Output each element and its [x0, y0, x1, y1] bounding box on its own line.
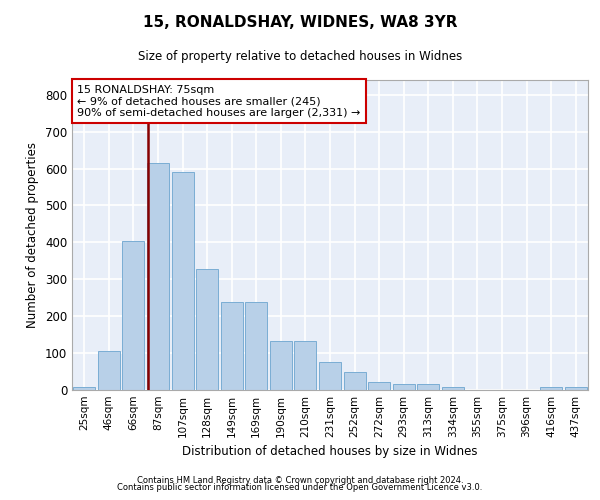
Bar: [392, 384, 415, 390]
Bar: [540, 387, 562, 390]
Bar: [196, 269, 218, 390]
Bar: [417, 384, 439, 390]
Text: Contains HM Land Registry data © Crown copyright and database right 2024.: Contains HM Land Registry data © Crown c…: [137, 476, 463, 485]
Bar: [172, 172, 194, 390]
Bar: [245, 302, 268, 390]
Bar: [221, 302, 243, 390]
Bar: [147, 163, 169, 390]
Bar: [270, 341, 292, 390]
Bar: [295, 341, 316, 390]
Bar: [368, 382, 390, 390]
Text: 15 RONALDSHAY: 75sqm
← 9% of detached houses are smaller (245)
90% of semi-detac: 15 RONALDSHAY: 75sqm ← 9% of detached ho…: [77, 84, 361, 118]
Text: 15, RONALDSHAY, WIDNES, WA8 3YR: 15, RONALDSHAY, WIDNES, WA8 3YR: [143, 15, 457, 30]
Text: Contains public sector information licensed under the Open Government Licence v3: Contains public sector information licen…: [118, 484, 482, 492]
Bar: [319, 362, 341, 390]
Bar: [442, 387, 464, 390]
Y-axis label: Number of detached properties: Number of detached properties: [26, 142, 40, 328]
X-axis label: Distribution of detached houses by size in Widnes: Distribution of detached houses by size …: [182, 446, 478, 458]
Text: Size of property relative to detached houses in Widnes: Size of property relative to detached ho…: [138, 50, 462, 63]
Bar: [122, 242, 145, 390]
Bar: [98, 351, 120, 390]
Bar: [565, 387, 587, 390]
Bar: [73, 387, 95, 390]
Bar: [344, 372, 365, 390]
